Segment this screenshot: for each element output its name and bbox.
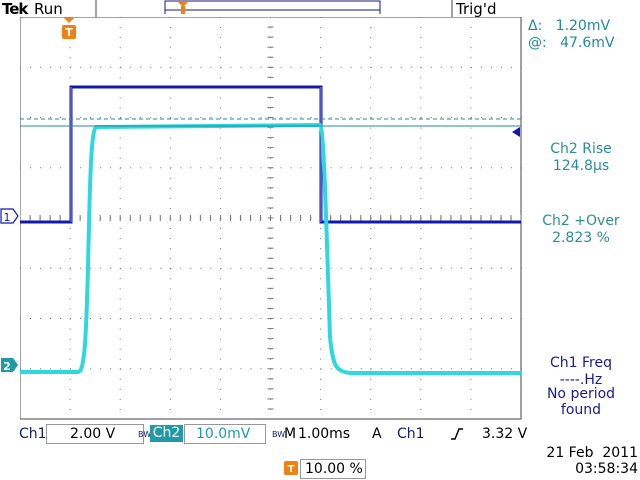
trigger-source[interactable]: Ch1: [397, 426, 425, 442]
delta-value: 1.20mV: [555, 18, 611, 34]
trigger-position-box[interactable]: [300, 459, 366, 479]
ch1-waveform: [20, 85, 521, 224]
at-value: 47.6mV: [560, 35, 615, 51]
ch1-ground-marker[interactable]: 1: [0, 208, 20, 226]
meas3-value: ----.Hz: [559, 372, 603, 388]
time-text: 03:58:34: [575, 461, 638, 477]
waveform-display[interactable]: [20, 17, 522, 422]
ch2-label[interactable]: Ch2: [150, 425, 183, 442]
ch1-marker-label: 1: [4, 211, 11, 224]
at-symbol: @:: [528, 35, 547, 51]
date-text: 21 Feb 2011: [546, 445, 638, 461]
ch1-label[interactable]: Ch1: [19, 426, 47, 442]
record-position-bar: [95, 0, 453, 17]
ch1-scale[interactable]: 2.00 V: [70, 426, 116, 442]
meas2-value: 2.823 %: [552, 230, 610, 246]
ch2-scale[interactable]: 10.0mV: [196, 426, 251, 442]
svg-text:T: T: [288, 464, 295, 475]
timestamp: 21 Feb 2011 03:58:34: [536, 445, 638, 477]
trigger-level-arrow[interactable]: [510, 126, 522, 138]
trigger-position-marker[interactable]: T: [61, 17, 77, 43]
timebase[interactable]: 1.00ms: [298, 426, 351, 442]
meas3-label: Ch1 Freq: [550, 355, 612, 371]
run-state: Run: [34, 0, 63, 18]
meas1-value: 124.8µs: [552, 158, 610, 174]
record-trigger-icon: [178, 2, 188, 14]
cursor-readout: Δ: 1.20mV @: 47.6mV: [528, 18, 614, 52]
rising-edge-icon: [451, 428, 463, 440]
delta-symbol: Δ:: [528, 18, 543, 34]
ch2-marker-label: 2: [3, 360, 11, 373]
timebase-label: M: [284, 426, 297, 442]
trigger-icon: T: [284, 461, 298, 475]
meas3-extra1: No period: [546, 386, 616, 402]
meas3-extra2: found: [560, 402, 602, 418]
ch2-scale-box: [184, 424, 266, 444]
ch2-ground-marker[interactable]: 2: [0, 357, 20, 375]
brand-logo: Tek: [2, 0, 28, 18]
meas2-label: Ch2 +Over: [542, 213, 620, 229]
acquisition-mode: A: [372, 426, 382, 442]
trigger-marker-label: T: [65, 26, 73, 39]
trigger-position-value[interactable]: 10.00 %: [305, 461, 363, 477]
meas1-label: Ch2 Rise: [550, 141, 612, 157]
ch1-scale-box: [46, 424, 144, 444]
trigger-level[interactable]: 3.32 V: [482, 426, 528, 442]
trigger-state: Trig'd: [456, 0, 497, 18]
ch2-bandwidth-icon: BW: [272, 430, 286, 439]
ch1-bandwidth-icon: BW: [138, 430, 152, 439]
